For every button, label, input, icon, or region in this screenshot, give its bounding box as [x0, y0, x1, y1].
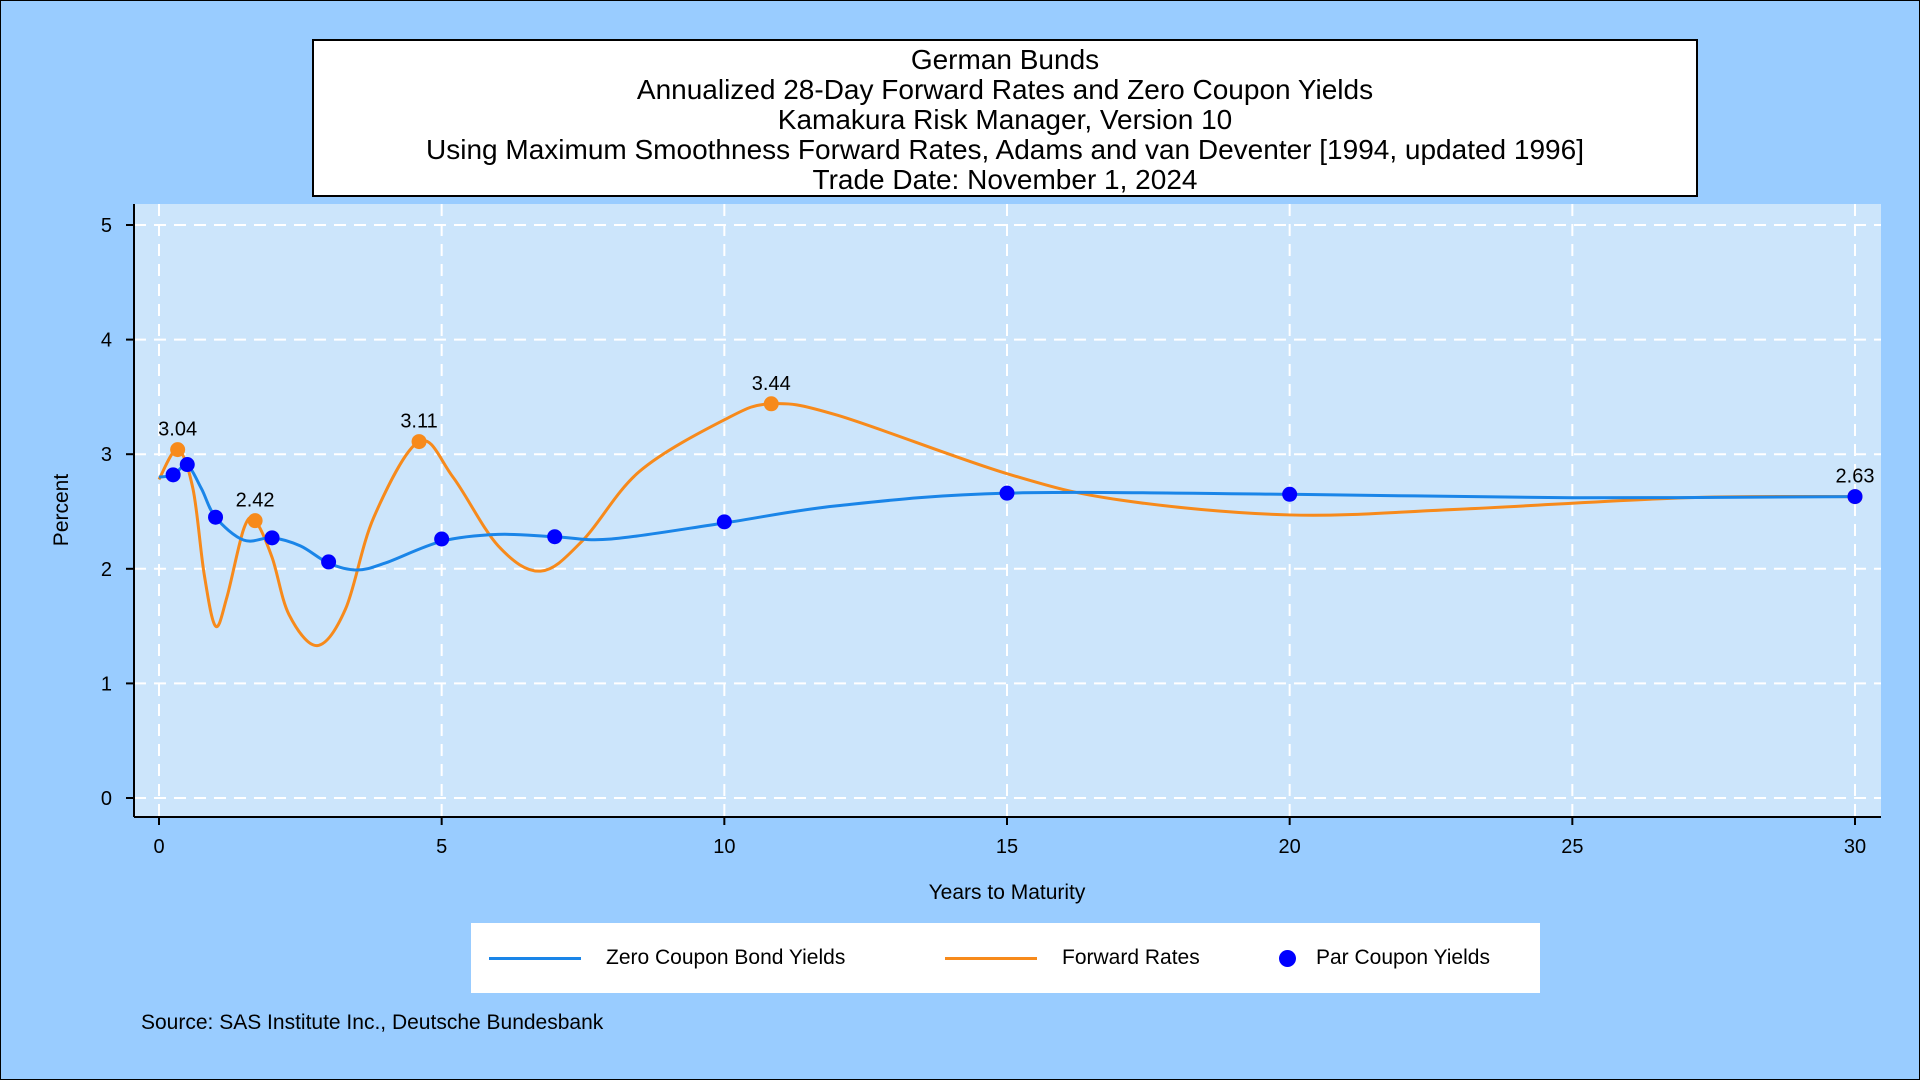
par-point-8	[999, 485, 1015, 501]
chart-title-line-2: Annualized 28-Day Forward Rates and Zero…	[636, 74, 1374, 105]
data-label-1: 2.42	[236, 490, 275, 512]
legend-item-zero: Zero Coupon Bond Yields	[489, 923, 845, 993]
legend-label-forward: Forward Rates	[1062, 946, 1200, 969]
chart-title-line-3: Kamakura Risk Manager, Version 10	[777, 104, 1233, 135]
par-point-9	[1282, 486, 1298, 502]
par-point-5	[434, 531, 450, 547]
y-tick-label-0: 0	[101, 788, 112, 810]
par-point-2	[208, 509, 224, 525]
x-tick-label-4: 20	[1279, 836, 1301, 858]
y-tick-label-3: 3	[101, 444, 112, 466]
chart-title-line-4: Using Maximum Smoothness Forward Rates, …	[426, 134, 1584, 165]
legend-label-zero: Zero Coupon Bond Yields	[606, 946, 846, 969]
source-note: Source: SAS Institute Inc., Deutsche Bun…	[141, 1011, 604, 1034]
data-label-3: 3.44	[752, 373, 791, 395]
chart-title-line-1: German Bunds	[910, 44, 1100, 75]
x-tick-label-2: 10	[713, 836, 735, 858]
legend-swatch-par	[1279, 949, 1296, 967]
par-point-10	[1847, 489, 1863, 505]
x-tick-label-6: 30	[1844, 836, 1866, 858]
par-point-3	[264, 530, 280, 546]
y-tick-label-2: 2	[101, 559, 112, 581]
par-point-6	[547, 529, 563, 545]
forward-marker-1	[247, 513, 263, 529]
forward-marker-2	[411, 434, 427, 450]
label-layer: 3.04 2.42 3.11 3.44 2.63	[158, 373, 1874, 512]
data-label-4: 2.63	[1836, 466, 1875, 488]
x-tick-label-3: 15	[996, 836, 1018, 858]
data-label-0: 3.04	[158, 419, 197, 441]
par-point-4	[321, 554, 337, 570]
chart-title-box: German Bunds Annualized 28-Day Forward R…	[312, 39, 1698, 197]
marker-layer	[165, 396, 1863, 570]
forward-marker-3	[763, 396, 779, 412]
axes: 0 5 10 15 20 25 30 0 1 2 3 4 5	[101, 204, 1881, 858]
chart-title-line-5: Trade Date: November 1, 2024	[812, 164, 1198, 195]
series-line-forward-rates	[157, 402, 1856, 648]
forward-marker-0	[170, 442, 186, 458]
legend-item-forward: Forward Rates	[945, 923, 1200, 993]
y-axis-title: Percent	[50, 474, 73, 547]
par-point-0	[165, 467, 181, 483]
legend-swatch-zero	[489, 956, 581, 960]
grid	[134, 204, 1881, 817]
legend-item-par: Par Coupon Yields	[1279, 923, 1490, 993]
y-tick-label-5: 5	[101, 215, 112, 237]
data-label-2: 3.11	[400, 411, 437, 433]
par-point-1	[179, 457, 195, 473]
x-tick-label-0: 0	[153, 836, 164, 858]
legend-label-par: Par Coupon Yields	[1316, 946, 1490, 969]
x-tick-label-5: 25	[1561, 836, 1583, 858]
y-tick-label-1: 1	[101, 673, 112, 695]
legend-swatch-forward	[945, 956, 1037, 960]
legend: Zero Coupon Bond Yields Forward Rates Pa…	[471, 923, 1540, 993]
x-axis-title: Years to Maturity	[929, 881, 1086, 904]
x-tick-label-1: 5	[436, 836, 447, 858]
par-point-7	[716, 514, 732, 530]
y-tick-label-4: 4	[101, 330, 112, 352]
